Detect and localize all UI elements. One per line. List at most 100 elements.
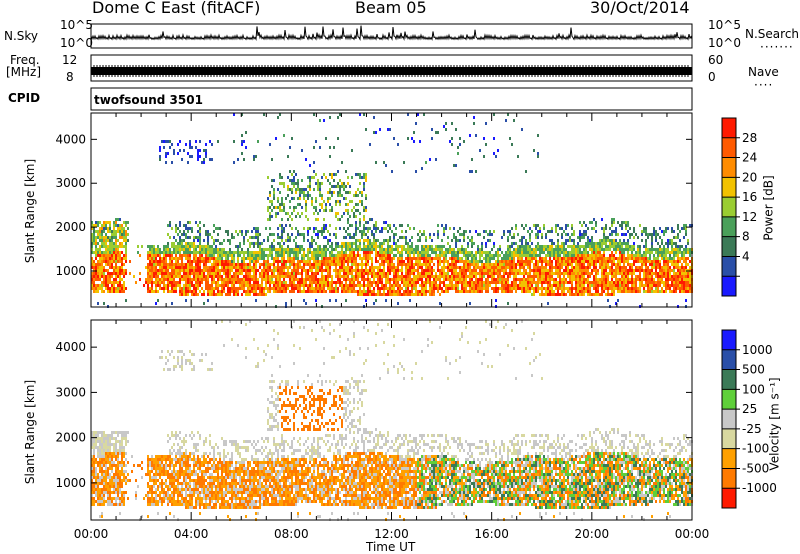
power-cell (223, 287, 225, 290)
power-cell (375, 248, 377, 251)
power-cell (619, 245, 621, 248)
power-cell (347, 266, 349, 269)
power-cell (413, 248, 415, 251)
power-cell (245, 230, 247, 233)
power-cell (457, 146, 459, 149)
power-cell (465, 290, 467, 293)
power-cell (521, 266, 523, 269)
power-cell (153, 254, 155, 257)
power-cell (571, 269, 573, 272)
power-cell (387, 230, 389, 233)
power-cell (195, 284, 197, 287)
power-cell (431, 281, 433, 284)
power-cell (97, 251, 99, 254)
power-cell (231, 251, 233, 254)
power-cell (381, 260, 383, 263)
power-cell (599, 242, 601, 245)
power-cell (475, 284, 477, 287)
power-cell (167, 254, 169, 257)
power-cell (613, 260, 615, 263)
power-cell (289, 278, 291, 281)
power-cell (523, 269, 525, 272)
power-cell (381, 251, 383, 254)
power-cell (185, 284, 187, 287)
power-cell (105, 236, 107, 239)
power-cell (313, 263, 315, 266)
power-cell (353, 212, 355, 215)
power-cell (471, 263, 473, 266)
power-cell (461, 281, 463, 284)
power-cell (399, 278, 401, 281)
power-cell (429, 245, 431, 248)
power-cell (319, 194, 321, 197)
power-cell (533, 251, 535, 254)
power-cell (443, 266, 445, 269)
power-cell (101, 230, 103, 233)
power-cell (279, 269, 281, 272)
power-cell (215, 281, 217, 284)
power-cell (339, 281, 341, 284)
power-cell (321, 251, 323, 254)
power-cell (321, 284, 323, 287)
power-cell (579, 263, 581, 266)
power-cell (387, 290, 389, 293)
power-cell (315, 263, 317, 266)
power-cell (167, 272, 169, 275)
power-cell (607, 293, 609, 296)
power-cell (315, 218, 317, 221)
power-cell (569, 260, 571, 263)
power-cell (315, 284, 317, 287)
power-cell (449, 284, 451, 287)
power-cell (119, 227, 121, 230)
power-cell (601, 263, 603, 266)
power-cell (121, 245, 123, 248)
power-cell (255, 227, 257, 230)
power-cell (275, 278, 277, 281)
power-cell (279, 176, 281, 179)
power-cell (513, 281, 515, 284)
power-cell (353, 215, 355, 218)
power-cell (419, 254, 421, 257)
power-cell (143, 284, 145, 287)
power-cell (315, 260, 317, 263)
power-cell (349, 260, 351, 263)
power-cell (439, 257, 441, 260)
power-cell (335, 269, 337, 272)
power-cell (353, 248, 355, 251)
power-cell (279, 236, 281, 239)
power-cell (359, 176, 361, 179)
power-cell (227, 269, 229, 272)
power-cell (431, 251, 433, 254)
power-cell (185, 224, 187, 227)
power-cell (525, 170, 527, 173)
power-cell (505, 266, 507, 269)
power-cell (121, 251, 123, 254)
power-cell (617, 248, 619, 251)
power-cell (443, 263, 445, 266)
power-cell (295, 182, 297, 185)
power-cell (363, 293, 365, 296)
power-cell (345, 266, 347, 269)
power-cell (395, 293, 397, 296)
power-cell (547, 251, 549, 254)
power-cell (243, 254, 245, 257)
power-cell (277, 269, 279, 272)
power-cell (543, 281, 545, 284)
power-cell (289, 251, 291, 254)
power-cell (603, 278, 605, 281)
power-cell (411, 287, 413, 290)
power-cell (361, 236, 363, 239)
power-cell (563, 251, 565, 254)
power-cell (611, 290, 613, 293)
power-cell (167, 233, 169, 236)
power-cell (347, 212, 349, 215)
power-cell (613, 263, 615, 266)
power-cell (403, 281, 405, 284)
power-cell (493, 245, 495, 248)
power-cell (473, 242, 475, 245)
power-cell (431, 257, 433, 260)
power-cell (105, 281, 107, 284)
power-cell (251, 257, 253, 260)
power-cell (607, 299, 609, 302)
power-cell (455, 128, 457, 131)
